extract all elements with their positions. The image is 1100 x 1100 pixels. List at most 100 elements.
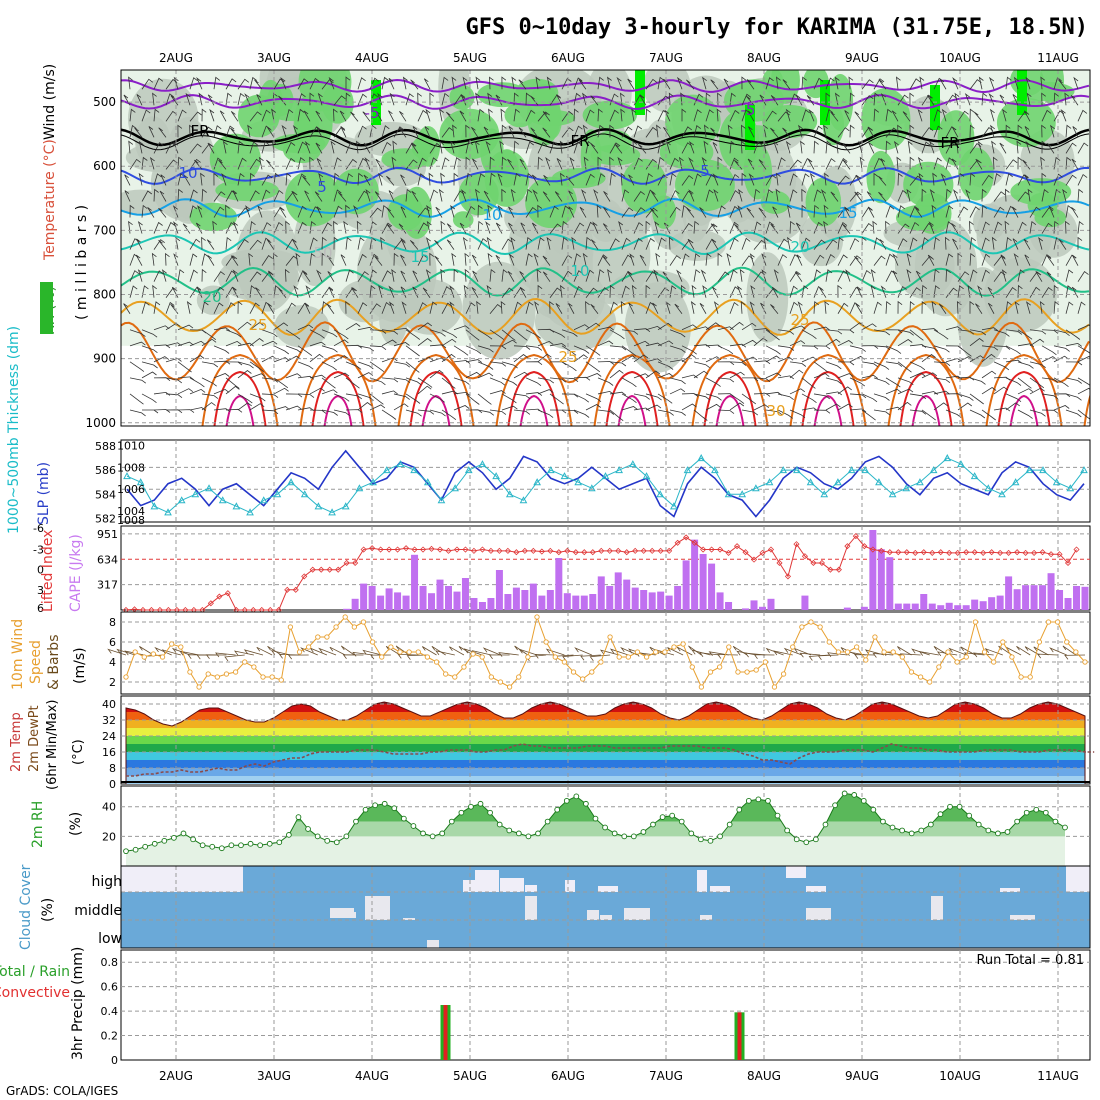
wind-barb	[546, 236, 552, 250]
wind-barb	[1053, 220, 1060, 234]
wind-barb	[669, 409, 686, 416]
wind-barb	[633, 354, 649, 363]
wind-barb	[388, 301, 395, 314]
wind-barb	[554, 191, 563, 202]
wind-barb	[525, 141, 534, 154]
wind-barb	[321, 222, 332, 234]
wind-barb	[705, 109, 714, 122]
wind-barb	[741, 124, 746, 138]
rh-point	[305, 826, 311, 832]
wind-barb-10m	[406, 654, 428, 660]
wind-barb	[326, 255, 335, 266]
wind-barb	[590, 143, 599, 154]
li-point	[920, 549, 927, 556]
wind-barb	[969, 377, 986, 385]
wind-barb	[535, 76, 541, 90]
wind-barb	[657, 322, 673, 331]
wind-barb	[573, 345, 590, 354]
wind-barb	[931, 300, 937, 314]
wind-barb	[531, 174, 539, 186]
wind-barb	[477, 329, 493, 340]
wind-speed-point	[296, 649, 303, 655]
thickness-point	[259, 496, 268, 504]
wind-barb	[585, 393, 602, 403]
wind-barb	[654, 220, 660, 234]
wind-barb	[717, 361, 735, 366]
wind-barb	[669, 255, 681, 266]
wind-barb	[153, 142, 164, 154]
wind-barb	[462, 76, 468, 90]
wind-barb	[449, 285, 455, 298]
contour-label: 5	[317, 178, 327, 196]
slp-tick: 1010	[117, 439, 145, 452]
wind-barb-10m	[342, 654, 364, 660]
wind-barb	[789, 285, 798, 298]
wind-barb	[585, 345, 601, 356]
li-point	[504, 547, 511, 554]
cape-bar	[843, 607, 851, 610]
wind-barb	[1005, 301, 1012, 314]
wind-barb	[993, 345, 1011, 350]
wind-barb	[561, 345, 577, 356]
wind-barb	[441, 329, 458, 339]
top-day-label: 8AUG	[747, 51, 781, 65]
li-point	[886, 549, 893, 556]
wind-barb	[933, 329, 949, 340]
wind-barb	[621, 355, 637, 363]
wind-barb	[597, 173, 606, 186]
wind-barb	[693, 361, 710, 369]
cloud-cover-panel: high middle low Cloud Cover (%)	[18, 864, 1091, 950]
wind-barb	[485, 140, 491, 154]
wind-barb	[1077, 324, 1090, 331]
wind-barb	[681, 324, 698, 331]
rh-point	[420, 830, 426, 837]
wind-barb	[645, 284, 651, 298]
wind-barb	[345, 300, 350, 314]
wind-barb	[440, 172, 445, 186]
wind-speed-point	[707, 669, 714, 675]
wind-barb	[977, 285, 983, 298]
wind-barb	[267, 126, 275, 138]
wind-barb	[981, 353, 996, 363]
rh-point	[477, 800, 484, 807]
wind-barb	[1053, 92, 1059, 106]
wind-barb	[609, 109, 619, 122]
wind-barb	[1065, 204, 1073, 218]
wind-barb	[645, 404, 662, 411]
rh-green-blob	[621, 158, 668, 214]
temperature-contour	[121, 166, 1090, 185]
cape-bar	[453, 591, 461, 610]
wind-barb	[465, 329, 480, 341]
wind-barb	[316, 126, 323, 138]
wind-barb	[284, 268, 290, 282]
wind-barb	[585, 300, 590, 314]
li-point	[207, 600, 214, 607]
wind-barb	[906, 253, 912, 266]
wind-speed-point	[963, 654, 969, 660]
wind-barb	[825, 92, 831, 106]
wind-barb	[645, 78, 658, 90]
wind-barb	[124, 190, 131, 202]
wind-speed-point	[863, 657, 869, 663]
wind-speed-point	[415, 649, 421, 655]
wind-barb	[559, 172, 565, 186]
wind-barb	[501, 405, 518, 411]
wind-barb	[621, 285, 630, 298]
wind-barb	[609, 391, 627, 396]
temperature-arch	[605, 370, 659, 426]
precip-tick: 0.4	[101, 1005, 119, 1018]
rh-point	[171, 835, 177, 841]
wind-barb	[628, 302, 635, 314]
wind-barb	[520, 222, 527, 234]
thickness-point	[574, 478, 582, 486]
wind-barb	[1062, 188, 1068, 202]
wind-barb	[530, 127, 539, 138]
cape-bar	[996, 595, 1004, 610]
wind-barb	[813, 254, 825, 266]
wind-barb	[153, 377, 171, 382]
wind-barb	[525, 207, 537, 218]
wind-barb	[801, 76, 807, 90]
rh-point	[286, 832, 292, 838]
wind-barb	[741, 172, 747, 186]
wind-barb	[343, 220, 349, 234]
